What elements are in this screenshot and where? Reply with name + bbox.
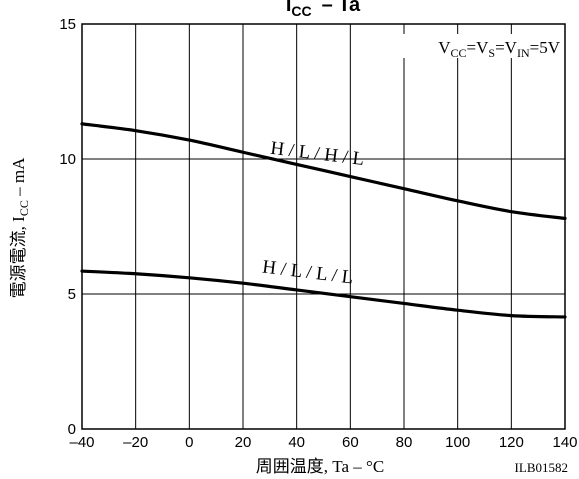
- x-axis-label: 周囲温度, Ta – °C: [256, 457, 384, 476]
- x-tick-label: 80: [396, 434, 413, 451]
- condition-annotation: VCC=VS=VIN=5V: [389, 34, 561, 60]
- y-tick-label: 5: [68, 286, 76, 303]
- plot-frame: [81, 23, 566, 430]
- chart-title-main: I: [286, 0, 292, 16]
- series-line-1: [80, 122, 567, 220]
- chart-title-rest: – Ta: [322, 0, 361, 16]
- y-axis-label-sub: CC: [17, 200, 31, 216]
- x-tick-label: –20: [123, 434, 148, 451]
- y-tick-label: 0: [68, 421, 76, 438]
- x-tick-label: 60: [342, 434, 359, 451]
- y-axis-ticks: 0 5 10 15: [59, 16, 76, 438]
- condition-annotation-bg: [389, 34, 561, 58]
- figure-id: ILB01582: [515, 460, 568, 475]
- series-label-1: H / L / H / L: [269, 138, 365, 170]
- x-tick-label: –40: [69, 434, 94, 451]
- cond-v4: =5V: [530, 38, 561, 57]
- x-tick-label: 120: [499, 434, 524, 451]
- cond-v2-sub: S: [488, 46, 495, 60]
- series-line-2: [80, 269, 567, 319]
- x-tick-label: 40: [288, 434, 305, 451]
- y-tick-label: 15: [59, 16, 76, 33]
- x-tick-label: 0: [185, 434, 193, 451]
- x-tick-label: 100: [445, 434, 470, 451]
- cond-v3: =V: [495, 38, 518, 57]
- y-axis-label: 電源電流, ICC – mA: [9, 157, 31, 298]
- y-tick-label: 10: [59, 151, 76, 168]
- cond-v1: V: [438, 38, 451, 57]
- chart-title-sub: CC: [291, 3, 311, 19]
- chart-title: ICC – Ta: [286, 0, 361, 19]
- cond-v2: =V: [467, 38, 490, 57]
- series-layer: [80, 122, 567, 319]
- cond-v1-sub: CC: [451, 46, 467, 60]
- x-tick-label: 140: [552, 434, 577, 451]
- x-axis-ticks: –40 –20 0 20 40 60 80 100 120 140: [69, 434, 577, 451]
- y-axis-label-prefix: 電源電流, I: [9, 216, 28, 298]
- cond-v3-sub: IN: [517, 46, 530, 60]
- y-axis-label-suffix: – mA: [9, 157, 28, 200]
- grid: [82, 24, 565, 429]
- x-tick-label: 20: [235, 434, 252, 451]
- condition-text: VCC=VS=VIN=5V: [438, 38, 560, 60]
- series-label-2: H / L / L / L: [261, 257, 354, 289]
